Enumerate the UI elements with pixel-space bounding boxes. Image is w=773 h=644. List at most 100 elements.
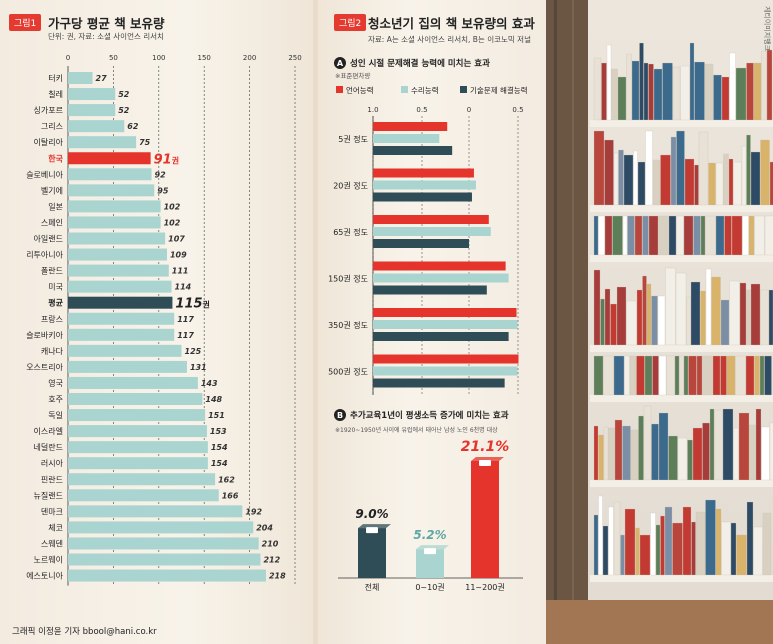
section-b-badge-text: B [337, 411, 343, 420]
bar [68, 184, 155, 197]
book-spine [688, 355, 697, 396]
book-spine [720, 355, 727, 396]
category-label: 350권 정도 [328, 320, 368, 330]
bar [68, 344, 182, 357]
book-spine [702, 355, 713, 396]
book-spine [736, 534, 747, 576]
legend-label: 기술문제 해결능력 [470, 85, 528, 95]
category-label: 리투아니아 [26, 250, 63, 260]
book-spine [686, 296, 691, 346]
bar [373, 215, 489, 224]
category-label: 한국 [48, 153, 63, 163]
category-label: 호주 [48, 395, 63, 404]
bar [68, 312, 175, 325]
book-spine [746, 134, 751, 206]
book-spine [755, 408, 762, 481]
bar [68, 537, 259, 550]
book-spine [714, 409, 723, 481]
x-tick-label: 100 [152, 54, 165, 62]
unit-label: 권 [172, 155, 179, 165]
book-spine [618, 149, 624, 206]
book-spine [627, 215, 635, 256]
book-spine [745, 355, 755, 396]
book-spine [598, 215, 605, 256]
book-spine [768, 289, 773, 346]
book-spine [721, 76, 730, 121]
book-spine [651, 423, 659, 481]
value-label: 151 [208, 411, 225, 420]
book-spine [670, 136, 677, 206]
value-label: 102 [164, 202, 181, 211]
book-spine [682, 506, 692, 576]
category-label: 11~200권 [465, 582, 505, 592]
book-spine [679, 355, 684, 396]
book-spine [623, 154, 634, 206]
book-spine [644, 355, 653, 396]
category-label: 일본 [48, 202, 63, 211]
category-label: 네덜란드 [34, 442, 63, 452]
figure2-tag: 그림2 [334, 14, 367, 31]
book-spine [705, 499, 716, 576]
x-tick-label: 150 [198, 54, 211, 62]
book-spine [698, 131, 709, 206]
category-label: 슬로바키아 [26, 330, 63, 340]
book-spine [700, 215, 706, 256]
bar [68, 521, 254, 534]
book-spine [713, 74, 722, 121]
bar [68, 457, 208, 470]
bar [373, 134, 440, 143]
value-label: 212 [263, 556, 280, 565]
book-spine [738, 412, 750, 481]
book-spine [730, 522, 737, 576]
category-label: 터키 [48, 74, 63, 83]
book-spine [709, 408, 715, 481]
bar [68, 425, 207, 438]
book-spine [683, 215, 694, 256]
book-spine [696, 355, 703, 396]
category-label: 평균 [48, 298, 63, 308]
bar [68, 441, 208, 454]
book-spine [611, 68, 618, 121]
category-label: 칠레 [48, 90, 63, 99]
category-label: 그리스 [41, 122, 63, 131]
book-spine [672, 522, 683, 576]
category-label: 뉴질랜드 [34, 490, 63, 500]
book-spine [617, 76, 627, 121]
shelf-board [590, 205, 773, 212]
category-label: 덴마크 [41, 507, 63, 516]
bar [68, 393, 203, 405]
value-label: 192 [245, 507, 262, 516]
value-label: 91권 [154, 152, 179, 167]
book-spine [630, 429, 639, 481]
book-spine [705, 268, 712, 346]
wooden-beam [546, 0, 588, 644]
shelf-board [590, 395, 773, 402]
bar [373, 146, 453, 155]
bar [373, 308, 517, 317]
book-spine [760, 289, 769, 346]
book-spine [674, 355, 680, 396]
shelf-board [590, 120, 773, 127]
bar [68, 168, 152, 181]
book-spine [723, 153, 729, 206]
book-spine [626, 300, 637, 346]
book-spine [638, 415, 644, 481]
bar [373, 285, 487, 295]
book-spine [645, 130, 653, 206]
book-spine [662, 62, 673, 121]
category-label: 독일 [48, 411, 63, 420]
section-b-badge [334, 409, 346, 421]
book-spine [753, 526, 763, 576]
section-b-note: ※1920~1950년 사이에 유럽에서 태어난 남성 노인 6천명 대상 [335, 426, 498, 434]
book-ownership-chart: 0 50 100 150 200 250 터키 27 칠레 52 싱가포르 52 그리스 62 이탈리아 75… [26, 54, 302, 586]
category-label: 러시아 [41, 458, 64, 468]
x-tick-label: 0 [467, 106, 471, 114]
value-label: 125 [185, 347, 202, 356]
bar [68, 136, 137, 149]
value-label: 52 [118, 106, 130, 115]
book-spine [653, 68, 663, 121]
book-spine [754, 355, 760, 396]
value-label: 102 [164, 218, 181, 227]
x-tick-label: 1.0 [367, 106, 378, 114]
book-spine [665, 267, 676, 346]
